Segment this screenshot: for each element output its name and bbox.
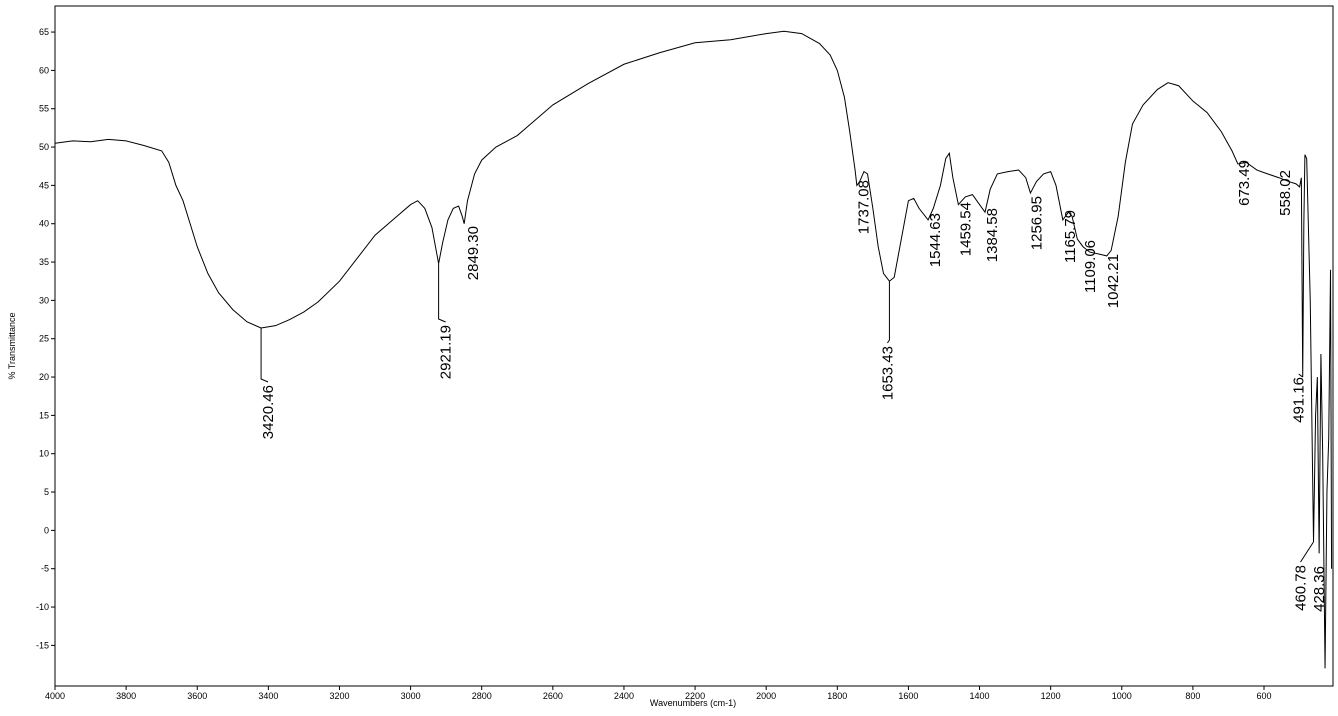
peak-label: 1109.06	[1082, 240, 1099, 293]
y-tick-label: 15	[39, 410, 49, 420]
y-tick-label: -10	[36, 602, 49, 612]
x-tick-label: 2800	[472, 691, 492, 701]
peak-label: 558.02	[1277, 170, 1294, 216]
y-tick-label: 35	[39, 257, 49, 267]
peak-leader	[887, 281, 890, 344]
peak-label: 1256.95	[1028, 196, 1045, 250]
y-tick-label: -5	[41, 564, 49, 574]
plot-frame	[54, 5, 1334, 687]
y-tick-label: 60	[39, 65, 49, 75]
x-tick-label: 3800	[116, 691, 136, 701]
peak-leader	[260, 327, 269, 383]
y-tick-label: 65	[39, 27, 49, 37]
peak-leader	[1298, 373, 1304, 378]
x-axis-title: Wavenumbers (cm-1)	[650, 698, 736, 708]
x-tick-label: 1400	[970, 691, 990, 701]
x-tick-label: 1000	[1112, 691, 1132, 701]
y-tick-label: 50	[39, 142, 49, 152]
peak-label: 2849.30	[465, 226, 482, 280]
x-tick-label: 1200	[1041, 691, 1061, 701]
peak-label: 3420.46	[260, 385, 277, 439]
x-tick-label: 4000	[45, 691, 65, 701]
x-tick-label: 3400	[258, 691, 278, 701]
peak-label: 1042.21	[1105, 254, 1122, 308]
peak-label: 1653.43	[879, 346, 896, 400]
peak-label: 673.49	[1236, 160, 1253, 206]
y-tick-label: 55	[39, 104, 49, 114]
peak-label: 491.16	[1291, 377, 1308, 423]
peak-label: 1165.79	[1062, 210, 1079, 263]
peak-label: 460.78	[1293, 565, 1310, 611]
x-tick-label: 3200	[329, 691, 349, 701]
peak-label: 1737.08	[856, 180, 873, 234]
y-tick-label: 5	[44, 487, 49, 497]
peak-label: 428.36	[1311, 566, 1328, 612]
peak-leader	[1300, 541, 1314, 563]
x-tick-label: 2600	[543, 691, 563, 701]
peak-label: 1544.63	[927, 213, 944, 267]
peak-label: 2921.19	[438, 325, 455, 379]
spectrum-line	[54, 30, 1333, 669]
peak-label: 1384.58	[984, 208, 1001, 262]
y-tick-label: -15	[36, 640, 49, 650]
y-tick-label: 30	[39, 295, 49, 305]
x-tick-label: 1800	[827, 691, 847, 701]
peak-leader	[438, 263, 446, 323]
x-tick-label: 2200	[685, 691, 705, 701]
x-tick-label: 2400	[614, 691, 634, 701]
y-tick-label: 25	[39, 334, 49, 344]
y-tick-label: 10	[39, 449, 49, 459]
y-tick-label: 0	[44, 525, 49, 535]
x-tick-label: 3600	[187, 691, 207, 701]
y-axis-title: % Transmittance	[7, 312, 17, 379]
x-tick-label: 2000	[756, 691, 776, 701]
y-tick-label: 45	[39, 180, 49, 190]
x-tick-label: 1600	[898, 691, 918, 701]
y-tick-label: 40	[39, 219, 49, 229]
x-tick-label: 800	[1185, 691, 1200, 701]
peak-label: 1459.54	[957, 202, 974, 256]
y-tick-label: 20	[39, 372, 49, 382]
x-tick-label: 3000	[401, 691, 421, 701]
x-tick-label: 600	[1256, 691, 1271, 701]
